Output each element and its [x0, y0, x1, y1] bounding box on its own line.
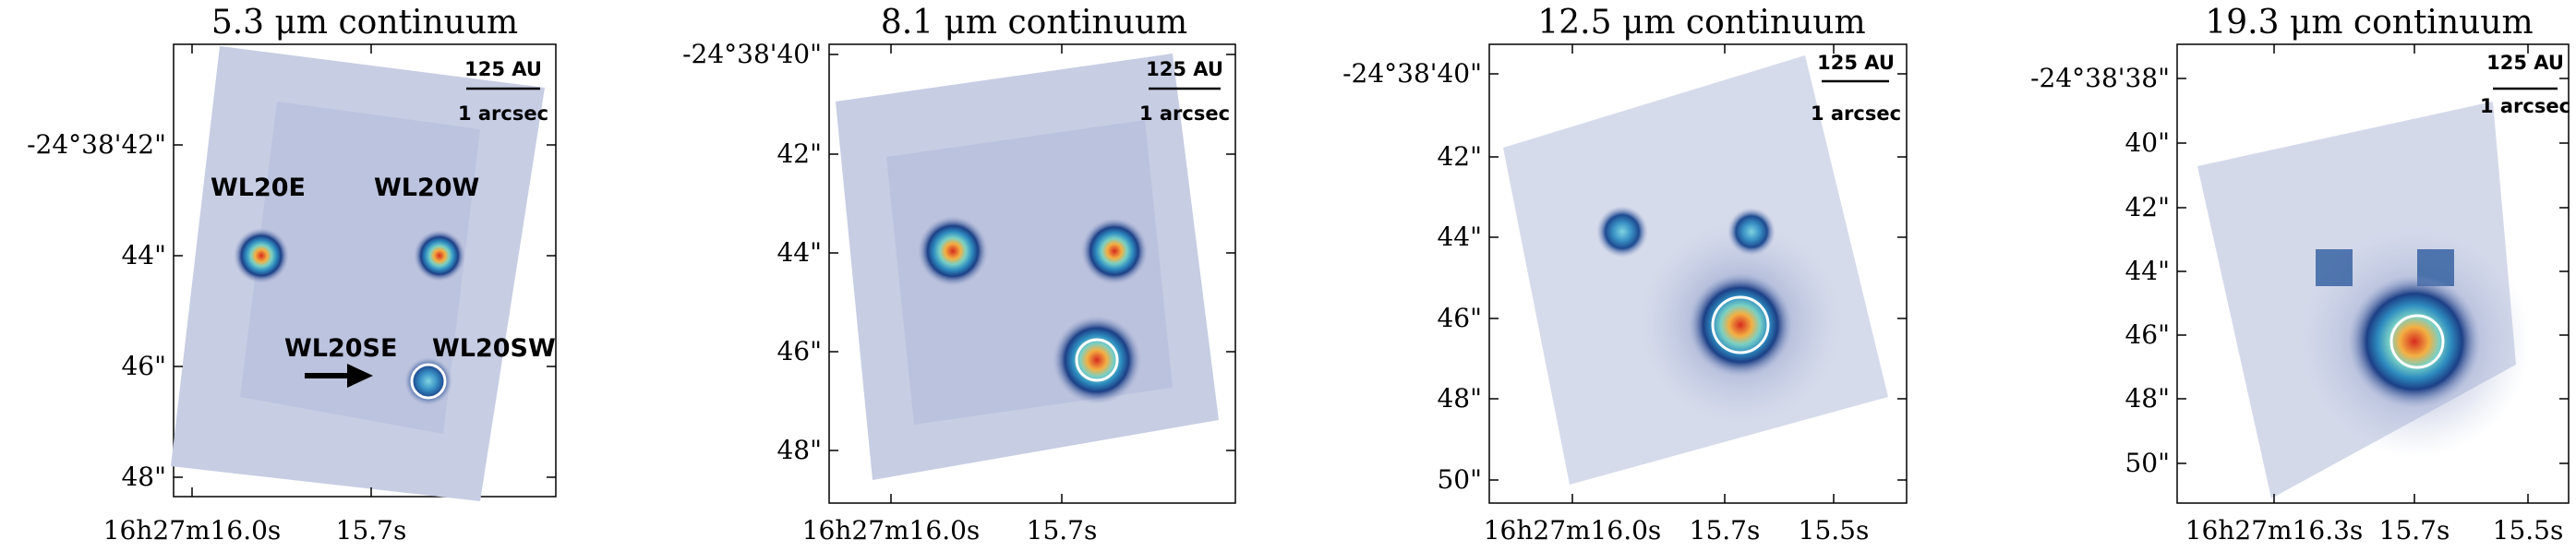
panel-1-title: 5.3 μm continuum — [211, 4, 518, 42]
panel-4-scalebar-arcsec: 1 arcsec — [2480, 95, 2570, 117]
panel-1-ytick-1: 44" — [121, 240, 166, 270]
panel-2-ytick-0: -24°38'40" — [682, 39, 822, 69]
panel-3-title: 12.5 μm continuum — [1537, 4, 1865, 42]
panel-2-scalebar-arcsec: 1 arcsec — [1139, 102, 1230, 125]
panel-1-ytick-3: 48" — [121, 462, 166, 492]
wl20sw-ring — [2389, 314, 2445, 369]
panel-2-xtick-0: 16h27m16.0s — [802, 515, 981, 546]
panel-4-xtick-2: 15.5s — [2493, 515, 2564, 546]
label-wl20se: WL20SE — [284, 334, 397, 363]
source-wl20e — [2316, 249, 2353, 286]
panel-4-xtick-0: 16h27m16.3s — [2185, 515, 2364, 546]
panel-2-title: 8.1 μm continuum — [881, 4, 1187, 42]
panel-3-xtick-1: 15.7s — [1690, 515, 1761, 546]
source-wl20sw — [1689, 273, 1792, 377]
panel-3-ytick-3: 46" — [1437, 303, 1482, 333]
panel-2-ytick-1: 42" — [776, 138, 822, 169]
source-wl20e — [1596, 206, 1648, 258]
label-wl20w: WL20W — [374, 174, 479, 202]
panel-4-ytick-3: 44" — [2125, 256, 2170, 286]
source-wl20sw — [1053, 316, 1141, 404]
source-wl20w — [1727, 208, 1776, 256]
source-wl20w — [1081, 218, 1148, 284]
panel-4: 19.3 μm continuum 125 AU 1 arcsec -24°38… — [2030, 4, 2570, 546]
panel-3: 12.5 μm continuum 125 AU 1 arcsec -24°38… — [1342, 4, 1908, 546]
arrow-icon — [347, 364, 373, 388]
panel-4-ytick-4: 46" — [2125, 319, 2170, 350]
panel-3-ytick-2: 44" — [1437, 222, 1482, 252]
panel-2: 8.1 μm continuum 125 AU 1 arcsec -24°38'… — [682, 4, 1236, 546]
wl20sw-ring — [410, 363, 447, 400]
source-wl20e — [918, 216, 988, 286]
label-wl20sw: WL20SW — [432, 334, 556, 363]
panel-2-scalebar-au: 125 AU — [1146, 58, 1223, 80]
panel-4-ytick-2: 42" — [2125, 192, 2170, 222]
panel-1-xtick-1: 15.7s — [336, 515, 407, 546]
panel-1-scalebar-au: 125 AU — [464, 58, 542, 80]
panel-3-ytick-0: -24°38'40" — [1342, 58, 1482, 89]
label-wl20e: WL20E — [211, 174, 306, 202]
panel-4-ytick-0: -24°38'38" — [2030, 63, 2170, 93]
panel-1-ytick-2: 46" — [121, 351, 166, 381]
panel-1: 5.3 μm continuum WL20E WL20W WL20SE WL20… — [27, 4, 557, 546]
panel-2-ytick-2: 44" — [776, 237, 822, 268]
panel-2-xtick-1: 15.7s — [1027, 515, 1098, 546]
panel-2-ytick-4: 48" — [776, 435, 822, 465]
panel-1-xtick-0: 16h27m16.0s — [103, 515, 282, 546]
panel-3-ytick-5: 50" — [1437, 464, 1482, 495]
panel-1-scalebar-arcsec: 1 arcsec — [458, 102, 548, 125]
panel-4-ytick-1: 40" — [2125, 127, 2170, 158]
wl20sw-ring — [1711, 295, 1770, 354]
source-wl20e — [234, 228, 289, 283]
panel-4-scalebar-au: 125 AU — [2486, 52, 2564, 74]
panel-4-title: 19.3 μm continuum — [2205, 4, 2533, 42]
panel-3-scalebar-arcsec: 1 arcsec — [1811, 102, 1901, 125]
panel-4-ytick-6: 50" — [2125, 448, 2170, 478]
panel-4-ytick-5: 48" — [2125, 383, 2170, 414]
source-wl20w — [414, 230, 465, 282]
wl20sw-ring — [1075, 338, 1119, 382]
panel-3-xtick-2: 15.5s — [1799, 515, 1870, 546]
panel-1-ytick-0: -24°38'42" — [27, 129, 166, 160]
panel-2-ytick-3: 46" — [776, 336, 822, 366]
panel-3-scalebar-au: 125 AU — [1817, 52, 1895, 74]
panel-4-xtick-1: 15.7s — [2379, 515, 2450, 546]
panel-3-xtick-0: 16h27m16.0s — [1484, 515, 1662, 546]
panel-3-ytick-1: 42" — [1437, 141, 1482, 172]
panel-3-ytick-4: 48" — [1437, 383, 1482, 414]
source-wl20sw — [2348, 275, 2481, 408]
